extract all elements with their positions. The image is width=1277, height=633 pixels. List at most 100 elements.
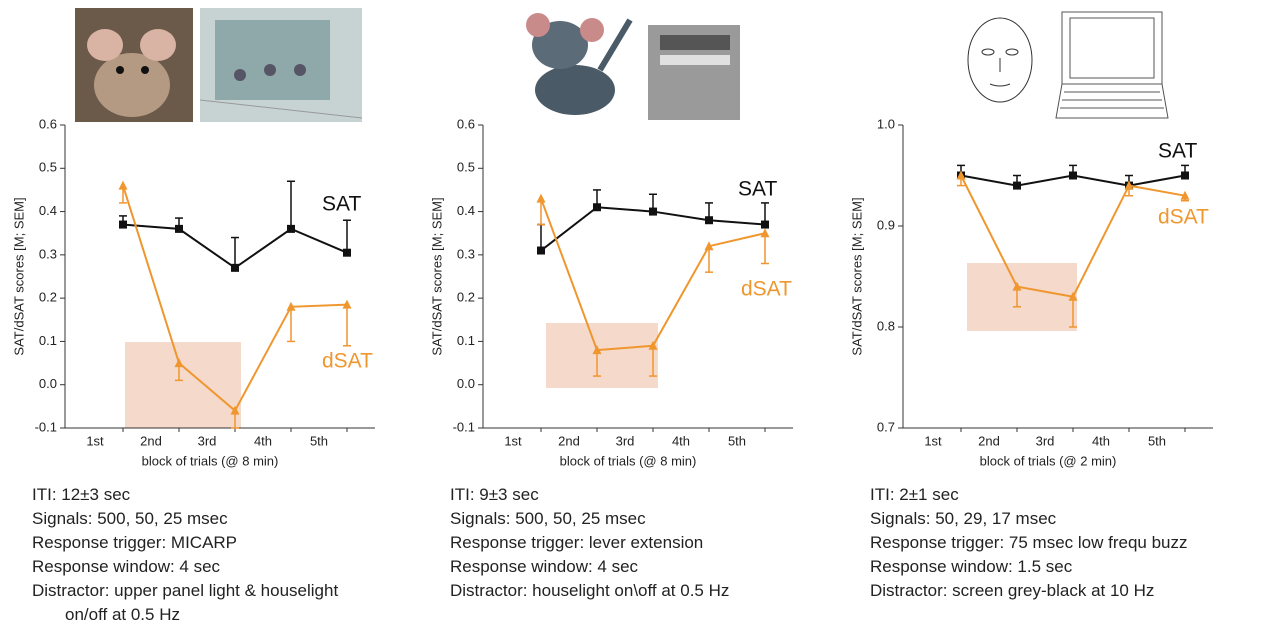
marker <box>705 216 713 225</box>
y-tick-label: 0.4 <box>39 203 57 218</box>
marker <box>1069 171 1077 180</box>
y-tick-label: 0.5 <box>39 160 57 175</box>
marker <box>1124 180 1134 190</box>
y-tick-label: 1.0 <box>877 116 895 131</box>
x-tick-label: 4th <box>254 433 272 448</box>
laptop-icon <box>1055 11 1169 119</box>
y-tick-label: 0.3 <box>39 246 57 261</box>
x-tick-label: 3rd <box>1036 433 1055 448</box>
y-tick-label: -0.1 <box>453 419 475 434</box>
note-line: Response trigger: lever extension <box>450 533 703 552</box>
x-tick-label: 5th <box>310 433 328 448</box>
note-line: Signals: 50, 29, 17 msec <box>870 509 1057 528</box>
face-icon <box>967 17 1033 103</box>
x-tick-label: 4th <box>672 433 690 448</box>
note-line: on/off at 0.5 Hz <box>65 605 180 624</box>
x-tick-label: 2nd <box>140 433 162 448</box>
photo-mouse <box>75 8 193 122</box>
y-tick-label: 0.4 <box>457 203 475 218</box>
note-line: Distractor: upper panel light & houselig… <box>32 581 338 600</box>
x-tick-label: 3rd <box>198 433 217 448</box>
note-line: Response window: 4 sec <box>32 557 221 576</box>
y-tick-label: 0.1 <box>457 333 475 348</box>
x-tick-label: 5th <box>1148 433 1166 448</box>
y-tick-label: 0.6 <box>457 116 475 131</box>
y-axis-label: SAT/dSAT scores [M; SEM] <box>849 197 864 355</box>
marker <box>537 246 545 255</box>
x-tick-label: 2nd <box>558 433 580 448</box>
marker <box>536 193 546 203</box>
y-tick-label: 0.2 <box>39 290 57 305</box>
y-tick-label: 0.9 <box>877 217 895 232</box>
x-axis-label: block of trials (@ 8 min) <box>142 453 279 468</box>
x-tick-label: 5th <box>728 433 746 448</box>
x-tick-label: 1st <box>924 433 942 448</box>
y-tick-label: 0.7 <box>877 419 895 434</box>
note-line: Signals: 500, 50, 25 msec <box>32 509 228 528</box>
marker <box>174 358 184 368</box>
y-tick-label: 0.6 <box>39 116 57 131</box>
marker <box>761 220 769 229</box>
x-tick-label: 4th <box>1092 433 1110 448</box>
marker <box>175 224 183 233</box>
series-label: dSAT <box>741 278 792 301</box>
note-line: Distractor: screen grey-black at 10 Hz <box>870 581 1154 600</box>
highlight-region <box>967 263 1077 331</box>
marker <box>287 224 295 233</box>
marker <box>343 248 351 257</box>
marker <box>118 180 128 190</box>
note-line: Response trigger: 75 msec low frequ buzz <box>870 533 1188 552</box>
marker <box>760 228 770 238</box>
x-axis-label: block of trials (@ 8 min) <box>560 453 697 468</box>
x-tick-label: 1st <box>504 433 522 448</box>
marker <box>648 340 658 350</box>
y-tick-label: 0.3 <box>457 246 475 261</box>
y-tick-label: 0.8 <box>877 318 895 333</box>
note-line: Signals: 500, 50, 25 msec <box>450 509 646 528</box>
series-label: SAT <box>738 178 777 201</box>
marker <box>230 405 240 415</box>
marker <box>1181 171 1189 180</box>
marker <box>1180 190 1190 200</box>
series-label: SAT <box>322 193 361 216</box>
marker <box>956 170 966 180</box>
highlight-region <box>125 342 241 428</box>
y-tick-label: 0.0 <box>39 376 57 391</box>
note-line: Response trigger: MICARP <box>32 533 237 552</box>
y-axis-label: SAT/dSAT scores [M; SEM] <box>429 197 444 355</box>
series-label: dSAT <box>322 350 373 373</box>
x-axis-label: block of trials (@ 2 min) <box>980 453 1117 468</box>
y-axis-label: SAT/dSAT scores [M; SEM] <box>11 197 26 355</box>
marker <box>704 241 714 251</box>
note-line: ITI: 12±3 sec <box>32 485 131 504</box>
series-label: dSAT <box>1158 206 1209 229</box>
highlight-region <box>546 323 658 388</box>
marker <box>1013 181 1021 190</box>
note-line: ITI: 9±3 sec <box>450 485 539 504</box>
series-label: SAT <box>1158 140 1197 163</box>
note-line: Response window: 1.5 sec <box>870 557 1073 576</box>
x-tick-label: 1st <box>86 433 104 448</box>
note-line: Response window: 4 sec <box>450 557 639 576</box>
x-tick-label: 2nd <box>978 433 1000 448</box>
marker <box>1012 281 1022 291</box>
marker <box>231 263 239 272</box>
marker <box>592 345 602 355</box>
cartoon-rat <box>526 13 633 115</box>
x-tick-label: 3rd <box>616 433 635 448</box>
marker <box>119 220 127 229</box>
y-tick-label: 0.0 <box>457 376 475 391</box>
marker <box>342 299 352 309</box>
lever-device <box>648 25 740 120</box>
y-tick-label: 0.1 <box>39 333 57 348</box>
note-line: Distractor: houselight on\off at 0.5 Hz <box>450 581 729 600</box>
marker <box>593 203 601 212</box>
photo-chamber <box>199 8 363 122</box>
marker <box>286 301 296 311</box>
y-tick-label: 0.2 <box>457 290 475 305</box>
marker <box>649 207 657 216</box>
y-tick-label: -0.1 <box>35 419 57 434</box>
marker <box>1068 291 1078 301</box>
y-tick-label: 0.5 <box>457 160 475 175</box>
